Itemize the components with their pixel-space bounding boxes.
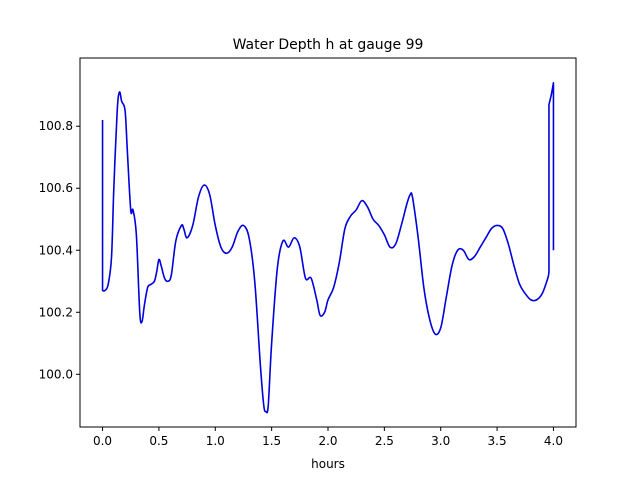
y-tick-label: 100.6	[39, 181, 73, 195]
y-tick-label: 100.4	[39, 243, 73, 257]
x-tick-label: 3.0	[431, 434, 450, 448]
x-tick-label: 2.0	[318, 434, 337, 448]
x-axis-label: hours	[311, 457, 345, 471]
x-tick-label: 2.5	[375, 434, 394, 448]
x-tick-label: 0.5	[149, 434, 168, 448]
x-tick-label: 3.5	[488, 434, 507, 448]
x-axis: 0.0 0.5 1.0 1.5 2.0 2.5 3.0 3.5 4.0	[93, 427, 563, 448]
x-tick-label: 1.0	[206, 434, 225, 448]
x-tick-label: 4.0	[544, 434, 563, 448]
x-tick-label: 1.5	[262, 434, 281, 448]
y-axis: 100.0 100.2 100.4 100.6 100.8	[39, 119, 80, 381]
chart-title: Water Depth h at gauge 99	[233, 37, 424, 53]
y-tick-label: 100.0	[39, 367, 73, 381]
y-tick-label: 100.2	[39, 305, 73, 319]
series-line	[101, 82, 555, 414]
x-tick-label: 0.0	[93, 434, 112, 448]
y-tick-label: 100.8	[39, 119, 73, 133]
